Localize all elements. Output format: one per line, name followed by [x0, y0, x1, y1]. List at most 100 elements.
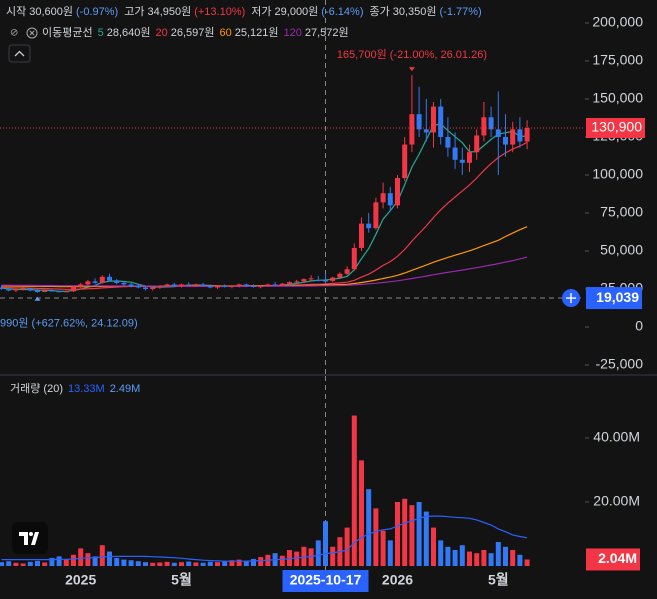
high-annotation: 165,700원 (-21.00%, 26.01.26) [337, 48, 487, 61]
candle-body [344, 269, 350, 274]
candle-body [13, 288, 19, 291]
volume-bar [92, 556, 98, 566]
legend-value: 27,572원 [305, 26, 349, 39]
volume-bar [171, 562, 177, 566]
ohlc-label: 고가 [124, 5, 144, 18]
legend-value: 28,640원 [107, 26, 151, 39]
candle-body [481, 117, 487, 136]
volume-bar [13, 562, 19, 566]
volume-bar [85, 553, 91, 566]
volume-bar [193, 562, 199, 566]
candle-body [380, 193, 386, 203]
candle-body [164, 284, 170, 286]
candle-body [459, 159, 465, 163]
volume-bar [186, 561, 192, 566]
volume-bar [416, 501, 422, 566]
legend-value: 26,597원 [171, 26, 215, 39]
last-price-label: 130,900 [591, 119, 642, 135]
ohlc-value: 29,000원 [275, 5, 319, 18]
close-icon[interactable] [26, 27, 38, 39]
candle-body [56, 291, 62, 293]
candle-body [395, 178, 400, 206]
candle-body [330, 277, 336, 281]
volume-legend-value: 13.33M [68, 383, 105, 395]
close-icon-x [29, 30, 35, 36]
candle-body [143, 287, 148, 289]
collapse-button[interactable] [8, 44, 31, 63]
candle-body [495, 129, 501, 137]
volume-bar [56, 556, 62, 566]
high-marker [408, 67, 415, 72]
candle-body [323, 280, 328, 282]
volume-bar [524, 559, 530, 566]
candle-body [265, 284, 271, 286]
volume-bar [287, 549, 292, 566]
crosshair-x-box [282, 570, 369, 592]
candle-body [186, 284, 192, 286]
y-tick-label: 200,000 [592, 14, 643, 30]
candle-body [215, 285, 220, 288]
volume-bar [20, 563, 26, 566]
candle-body [35, 290, 40, 293]
x-tick-label: 2025 [65, 572, 96, 588]
volume-bar [42, 562, 48, 566]
legend-name: 5 [98, 27, 104, 39]
volume-bar [474, 553, 480, 566]
y-tick-label: 150,000 [592, 90, 643, 106]
candle-body [157, 285, 163, 288]
y-tick-label: 75,000 [600, 204, 643, 220]
volume-legend: 거래량 (20) 13.33M 2.49M [10, 382, 140, 395]
indicator-icons: ⊘ [10, 27, 38, 39]
volume-bar [431, 527, 436, 566]
y-tick-label: -25,000 [596, 356, 644, 372]
eye-icon[interactable]: ⊘ [10, 28, 18, 39]
candle-body [287, 282, 292, 284]
ohlc-label: 시작 [6, 5, 26, 18]
candle-body [452, 147, 458, 160]
volume-bar [301, 546, 307, 566]
candle-body [243, 284, 249, 286]
volume-bar [128, 560, 134, 566]
candle-body [503, 136, 508, 145]
volume-bar [373, 508, 379, 566]
candle-body [71, 286, 76, 292]
candle-body [409, 114, 415, 145]
legend-name: 120 [284, 27, 302, 39]
candle-body [85, 281, 91, 285]
ohlc-label: 종가 [369, 5, 389, 18]
volume-bar [438, 540, 444, 566]
ohlc-value: 30,600원 [29, 5, 73, 18]
candle-body [279, 283, 285, 286]
volume-bar [222, 561, 228, 566]
ma-line [1, 256, 528, 287]
candle-body [467, 152, 472, 163]
volume-legend-value: 2.49M [110, 383, 141, 395]
volume-bar [279, 555, 285, 566]
volume-bar [510, 549, 516, 566]
candle-body [351, 247, 357, 270]
candle-body [150, 287, 156, 289]
volume-bar [330, 546, 336, 566]
volume-bar [200, 562, 206, 566]
candle-body [294, 281, 300, 283]
ma-legend-title: 이동평균선 [42, 26, 93, 39]
x-tick-label: 2026 [382, 572, 413, 588]
candle-body [416, 114, 422, 130]
candle-body [200, 284, 206, 286]
volume-bar [359, 460, 364, 566]
candle-body [20, 288, 26, 290]
ohlc-value: 30,350원 [393, 5, 437, 18]
candle-body [423, 129, 429, 133]
candle-body [517, 129, 523, 142]
volume-bar [150, 562, 156, 566]
volume-bar [49, 557, 55, 566]
volume-bar [503, 546, 508, 566]
legend-name: 20 [156, 27, 168, 39]
candle-body [431, 106, 436, 133]
volume-bar [207, 561, 213, 566]
volume-bar [6, 561, 12, 566]
volume-bar [258, 557, 264, 566]
